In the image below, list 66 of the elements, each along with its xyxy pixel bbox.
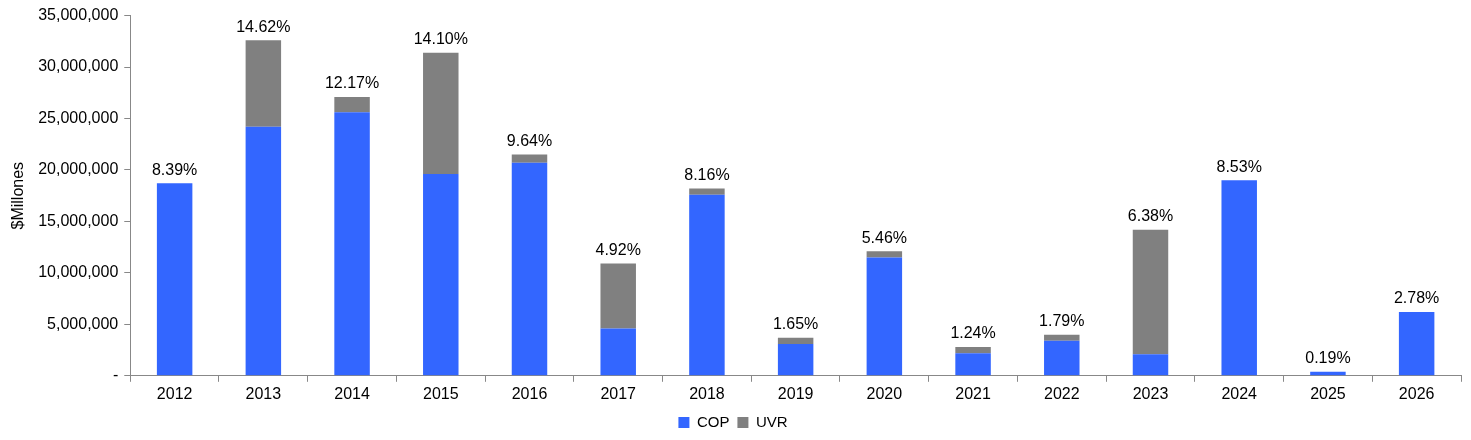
x-tick-label: 2024 xyxy=(1221,384,1258,402)
y-tick-label: 30,000,000 xyxy=(38,57,119,75)
annotation: 1.79% xyxy=(1039,312,1085,330)
annotation: 4.92% xyxy=(595,241,641,259)
y-tick-label: 15,000,000 xyxy=(38,211,119,229)
annotation: 9.64% xyxy=(506,131,553,149)
x-tick-label: 2021 xyxy=(955,384,991,402)
bar xyxy=(600,328,636,376)
bar xyxy=(1044,334,1080,341)
bar xyxy=(955,346,991,354)
x-tick-label: 2018 xyxy=(689,384,725,402)
x-tick-label: 2019 xyxy=(777,384,814,402)
bar xyxy=(777,337,814,344)
bar xyxy=(689,194,725,376)
x-tick-label: 2022 xyxy=(1043,384,1080,402)
bar xyxy=(866,257,903,376)
bar xyxy=(423,174,459,376)
bar xyxy=(600,263,636,329)
x-tick-label: 2017 xyxy=(600,384,637,402)
annotation: 1.24% xyxy=(950,324,996,342)
y-tick-label: 25,000,000 xyxy=(38,108,119,126)
annotation: 12.17% xyxy=(324,74,380,92)
annotation: 5.46% xyxy=(861,228,908,246)
annotation: 8.39% xyxy=(151,160,198,178)
annotation: 1.65% xyxy=(772,315,819,333)
bar xyxy=(1398,311,1435,376)
x-tick-label: 2014 xyxy=(334,384,370,402)
bar xyxy=(689,188,725,195)
x-tick-label: 2025 xyxy=(1310,384,1346,402)
bar xyxy=(511,154,548,163)
x-tick-label: 2020 xyxy=(866,384,903,402)
legend-label: UVR xyxy=(755,412,788,430)
y-tick-label: - xyxy=(112,366,119,384)
x-tick-label: 2023 xyxy=(1132,384,1169,402)
y-tick-label: 20,000,000 xyxy=(38,160,119,178)
bar xyxy=(423,52,459,175)
x-tick-label: 2026 xyxy=(1398,384,1435,402)
x-tick-label: 2015 xyxy=(422,384,459,402)
y-tick-label: 5,000,000 xyxy=(47,314,119,332)
annotation: 14.62% xyxy=(236,17,291,35)
bar xyxy=(1044,340,1080,376)
annotation: 0.19% xyxy=(1305,349,1351,367)
bar xyxy=(1132,229,1169,355)
y-tick-label: 10,000,000 xyxy=(38,263,119,281)
bar xyxy=(1132,354,1169,376)
bar xyxy=(334,112,370,376)
bar xyxy=(511,162,548,376)
bar xyxy=(334,96,370,113)
bar xyxy=(955,353,991,376)
x-tick-label: 2012 xyxy=(156,384,193,402)
bar xyxy=(866,251,903,258)
annotation: 14.10% xyxy=(413,30,468,48)
x-tick-label: 2013 xyxy=(245,384,282,402)
bar xyxy=(1221,180,1257,376)
annotation: 6.38% xyxy=(1127,207,1174,225)
bar xyxy=(777,343,814,376)
annotation: 2.78% xyxy=(1393,289,1440,307)
annotation: 8.53% xyxy=(1216,157,1262,175)
bar xyxy=(245,126,282,376)
legend-label: COP xyxy=(696,412,730,430)
y-axis-title: $Millones xyxy=(9,161,27,230)
y-tick-label: 35,000,000 xyxy=(38,6,119,24)
bar xyxy=(156,183,193,376)
annotation: 8.16% xyxy=(684,165,730,183)
bar xyxy=(245,40,282,127)
x-tick-label: 2016 xyxy=(511,384,548,402)
